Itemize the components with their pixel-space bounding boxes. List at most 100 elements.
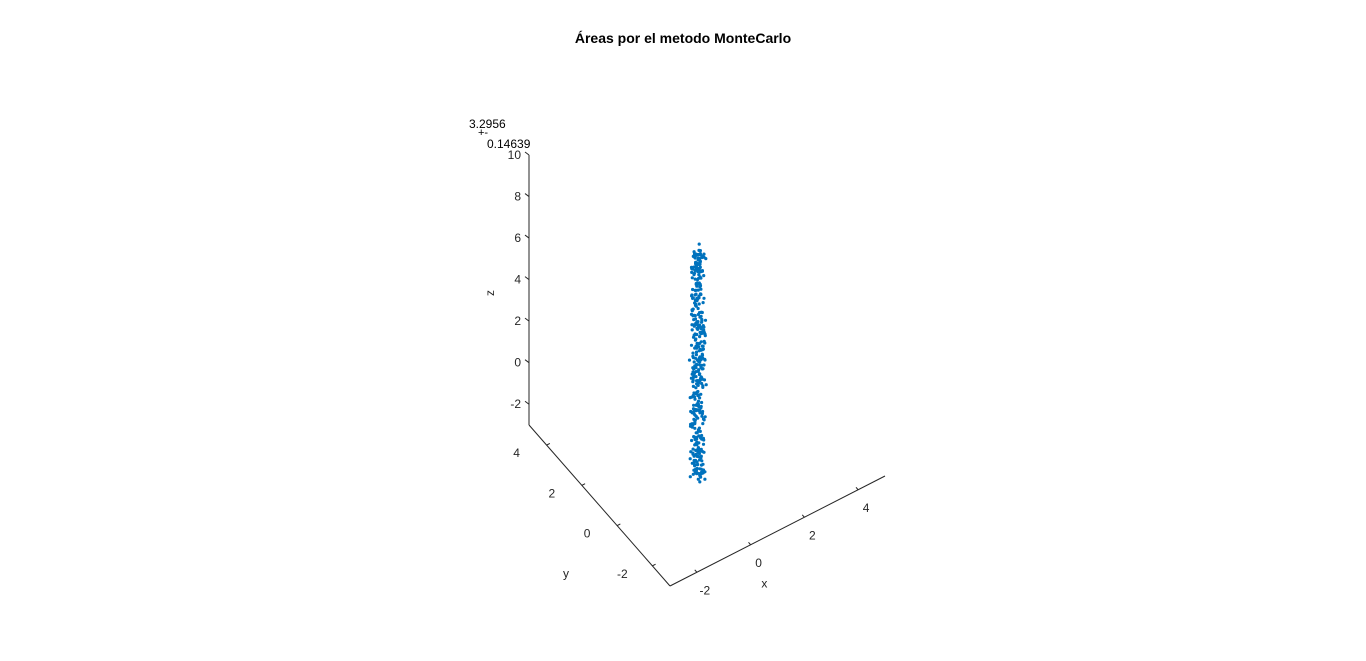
z-tick-label: 8 xyxy=(514,190,521,204)
scatter-point xyxy=(690,294,694,298)
scatter-point xyxy=(698,260,702,264)
scatter-point xyxy=(689,376,694,380)
scatter-point xyxy=(690,308,694,312)
scatter-point xyxy=(692,412,696,416)
scatter-point xyxy=(689,343,694,347)
scatter-point xyxy=(699,287,703,291)
scatter-point xyxy=(694,350,699,354)
y-tick-label: 4 xyxy=(513,446,520,460)
scatter-point xyxy=(700,269,705,273)
scatter-point xyxy=(691,472,695,476)
scatter-point xyxy=(703,415,707,419)
x-tick xyxy=(694,569,698,573)
scatter-point xyxy=(695,460,699,464)
z-tick xyxy=(524,234,530,239)
scatter-point xyxy=(690,461,694,465)
scatter-point xyxy=(698,411,702,415)
scatter-point xyxy=(699,463,704,467)
scatter-point xyxy=(691,384,696,388)
z-tick-label: 10 xyxy=(508,148,522,162)
scatter-point xyxy=(697,302,701,306)
scatter-point xyxy=(692,313,696,317)
scatter-point xyxy=(701,384,705,388)
z-tick xyxy=(524,193,530,197)
scatter-point xyxy=(692,417,696,421)
scatter-point xyxy=(696,477,700,481)
scatter-point xyxy=(696,408,700,412)
scatter-point xyxy=(694,337,698,341)
scatter-point xyxy=(703,477,707,481)
scatter-point xyxy=(693,464,697,468)
scatter-point xyxy=(692,273,696,277)
x-tick-label: 2 xyxy=(809,528,816,542)
scatter-point xyxy=(698,474,702,478)
scatter-point xyxy=(690,422,694,426)
scatter-point xyxy=(692,468,696,472)
scatter-point xyxy=(702,274,706,278)
scatter-point xyxy=(690,270,694,274)
scatter-point xyxy=(704,257,708,261)
scatter-point xyxy=(700,331,704,335)
z-tick-label: 4 xyxy=(514,273,521,287)
scatter-point xyxy=(694,469,699,473)
scatter-point xyxy=(699,348,703,352)
scatter-point xyxy=(691,351,695,355)
x-tick xyxy=(748,542,752,546)
scatter-point xyxy=(694,409,698,413)
scatter-point xyxy=(697,357,701,361)
scatter-point xyxy=(698,396,702,400)
scatter-point xyxy=(694,414,698,419)
z-tick xyxy=(524,400,530,405)
scatter-point xyxy=(698,323,702,327)
y-tick-label: 2 xyxy=(549,486,556,500)
scatter-point xyxy=(692,435,696,439)
scatter-point xyxy=(696,447,700,451)
y-axis-label: y xyxy=(563,567,569,581)
scatter-point xyxy=(693,443,697,447)
scatter-point xyxy=(702,296,706,300)
x-tick-label: -2 xyxy=(700,583,711,597)
scatter-point xyxy=(696,401,700,405)
scatter-point xyxy=(691,287,695,292)
scatter-point xyxy=(699,276,703,280)
scatter-point xyxy=(697,311,702,315)
scatter-point xyxy=(701,347,706,351)
scatter-point xyxy=(693,288,697,292)
scatter-point xyxy=(702,339,706,343)
chart-title: Áreas por el metodo MonteCarlo xyxy=(574,30,792,46)
scatter-point xyxy=(692,454,696,458)
y-tick-label: 0 xyxy=(584,527,591,541)
scatter-point xyxy=(693,420,697,424)
scatter-point xyxy=(703,334,707,338)
scatter-point xyxy=(702,363,706,367)
scatter-point xyxy=(696,267,700,271)
scatter-point xyxy=(691,296,695,300)
scatter-point xyxy=(692,459,696,463)
scatter-point xyxy=(690,372,694,376)
scatter-point xyxy=(688,396,692,400)
scatter-point xyxy=(696,288,700,292)
scatter-point xyxy=(699,392,703,396)
scatter-point xyxy=(700,400,704,405)
scatter-point xyxy=(699,340,703,344)
scatter-point xyxy=(691,335,696,339)
x-axis-line xyxy=(669,475,886,587)
scatter-point xyxy=(697,248,701,252)
scatter-point xyxy=(693,397,697,401)
scatter-point xyxy=(695,341,699,345)
scatter-point xyxy=(694,292,698,296)
y-tick xyxy=(546,443,551,446)
scatter-point xyxy=(696,369,700,373)
x-axis-label: x xyxy=(761,576,767,590)
scatter-point xyxy=(696,462,700,467)
z-tick-label: 2 xyxy=(514,314,521,328)
scatter-point xyxy=(702,252,706,256)
z-axis-label: z xyxy=(483,290,497,296)
scatter-point xyxy=(692,360,696,364)
y-axis-line xyxy=(528,424,671,587)
y-tick xyxy=(581,483,586,486)
scatter-point xyxy=(694,452,698,456)
scatter-point xyxy=(700,352,704,356)
